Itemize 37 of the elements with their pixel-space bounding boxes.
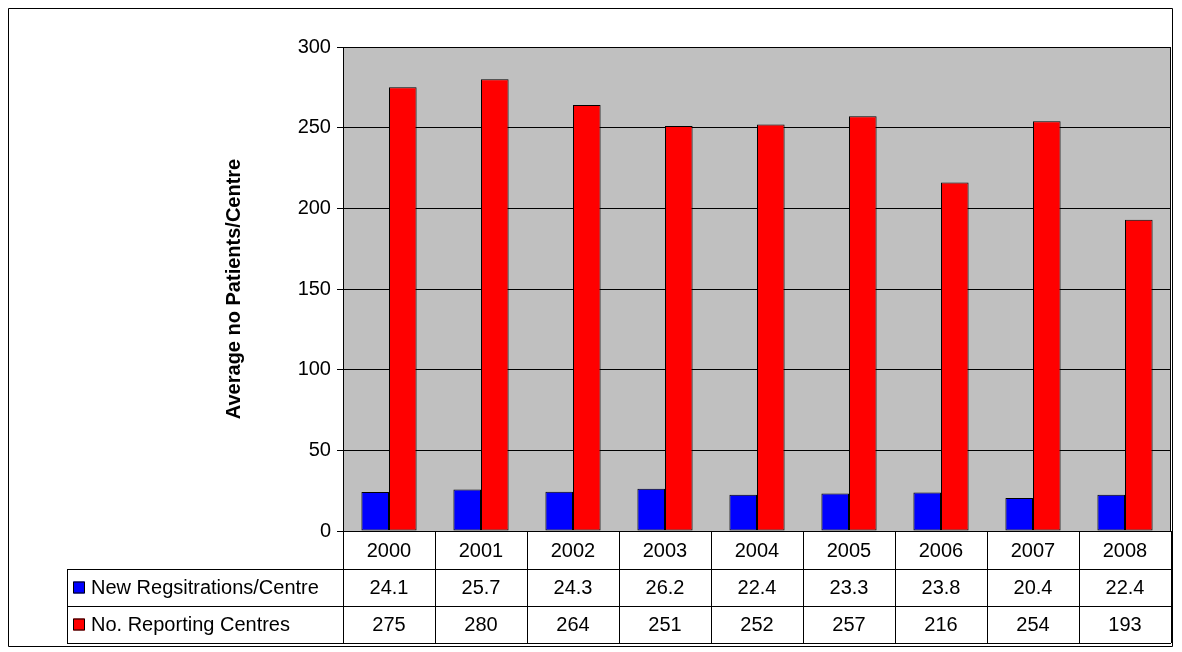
y-tick-label: 100 (297, 357, 331, 380)
legend-label: New Regsitrations/Centre (91, 576, 319, 599)
x-tick-label: 2002 (550, 538, 596, 561)
x-tick-label: 2007 (1010, 538, 1056, 561)
y-tick-label: 150 (297, 276, 331, 299)
data-label: 257 (832, 613, 866, 636)
legend-label: No. Reporting Centres (91, 613, 290, 636)
data-label: 22.4 (737, 576, 777, 599)
data-label: 23.8 (921, 576, 961, 599)
data-label: 22.4 (1105, 576, 1145, 599)
y-tick-label: 0 (319, 518, 331, 541)
data-label: 193 (1108, 613, 1142, 636)
x-tick-label: 2001 (458, 538, 504, 561)
y-tick-label: 250 (297, 115, 331, 138)
data-label: 23.3 (829, 576, 869, 599)
x-tick-label: 2003 (642, 538, 688, 561)
data-label: 264 (556, 613, 590, 636)
data-label: 25.7 (461, 576, 501, 599)
data-label: 216 (924, 613, 958, 636)
x-tick-label: 2000 (366, 538, 412, 561)
x-tick-label: 2008 (1102, 538, 1148, 561)
data-label: 26.2 (645, 576, 685, 599)
x-tick-label: 2006 (918, 538, 964, 561)
data-label: 251 (648, 613, 682, 636)
data-label: 280 (464, 613, 498, 636)
x-tick-label: 2005 (826, 538, 872, 561)
x-tick-label: 2004 (734, 538, 780, 561)
y-tick-label: 50 (308, 437, 331, 460)
data-label: 252 (740, 613, 774, 636)
data-label: 20.4 (1013, 576, 1053, 599)
data-label: 24.3 (553, 576, 593, 599)
data-label: 24.1 (369, 576, 409, 599)
y-axis-title: Average no Patients/Centre (221, 158, 244, 420)
data-label: 275 (372, 613, 406, 636)
data-label: 254 (1016, 613, 1050, 636)
y-tick-label: 300 (297, 34, 331, 57)
y-tick-label: 200 (297, 195, 331, 218)
